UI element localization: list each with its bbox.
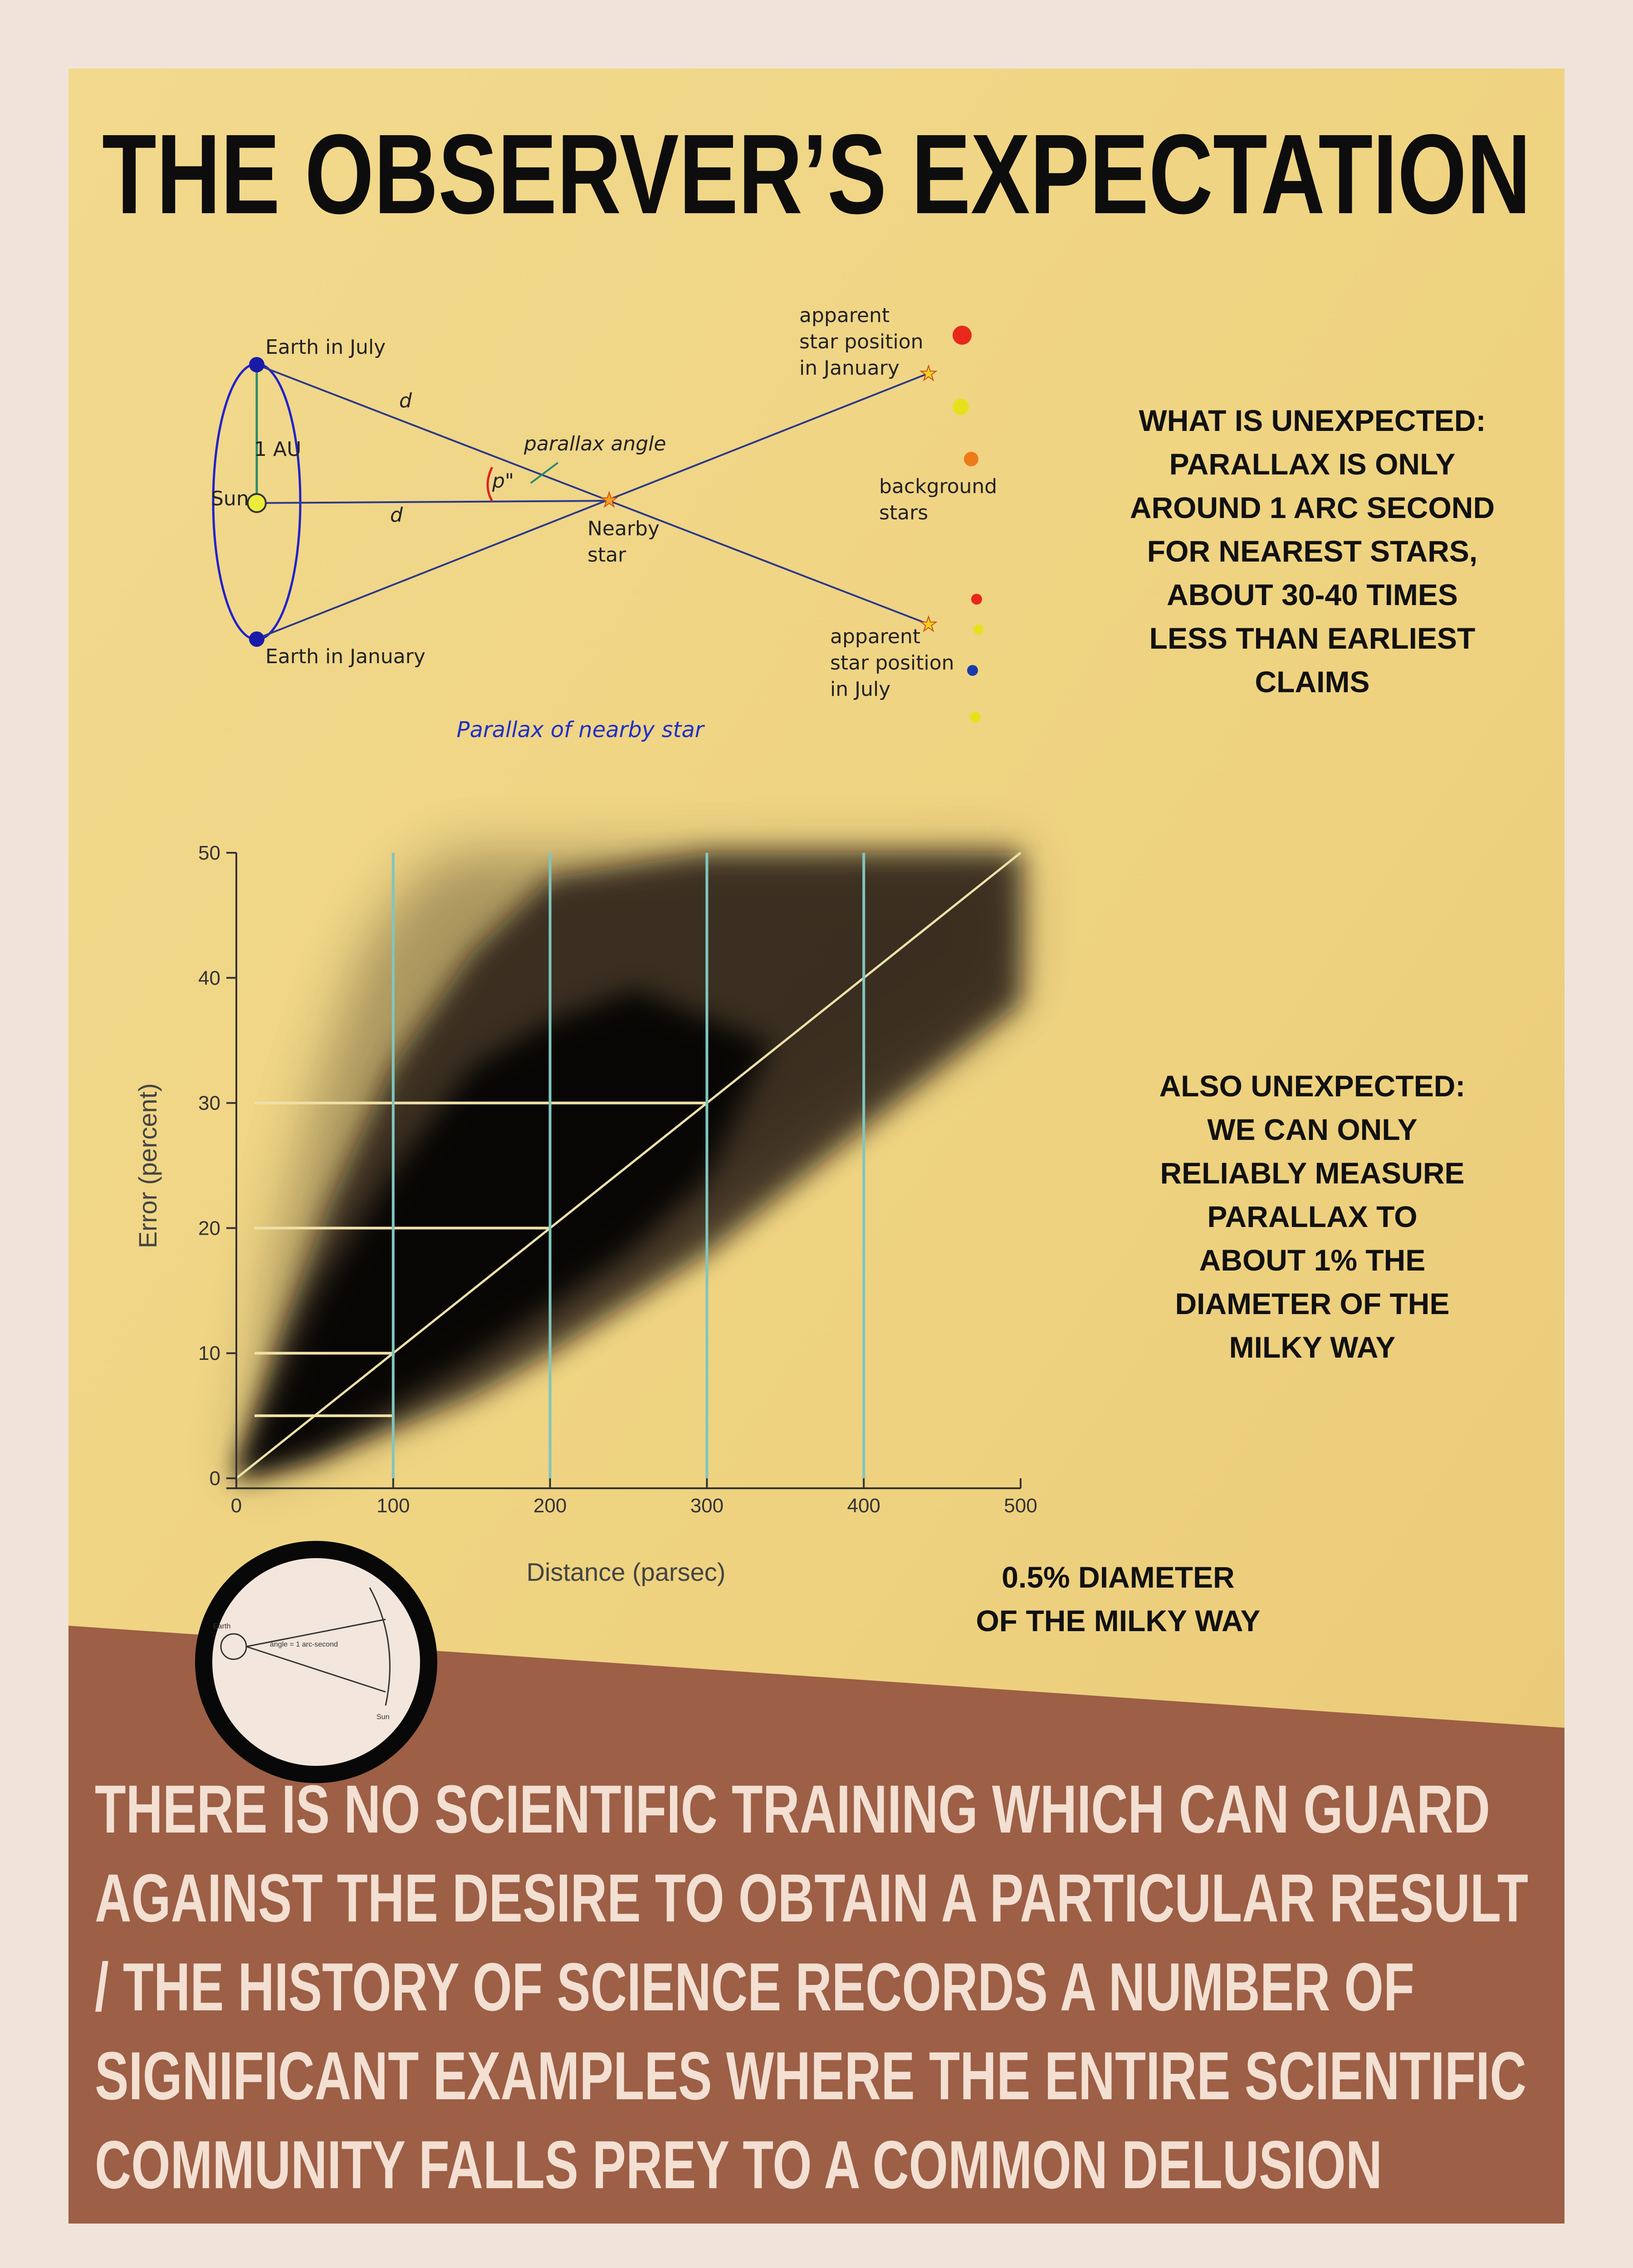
label: 1 AU — [254, 438, 301, 461]
svg-text:★: ★ — [919, 613, 937, 635]
label: in July — [830, 678, 890, 701]
label: d — [390, 503, 403, 527]
y-tick-label: 20 — [198, 1217, 220, 1239]
x-tick-label: 400 — [847, 1495, 880, 1517]
label: / THE HISTORY OF SCIENCE RECORDS A NUMBE… — [95, 1949, 1414, 2025]
label: RELIABLY MEASURE — [1160, 1156, 1464, 1190]
reference-line — [235, 852, 1022, 1479]
x-tick-label: 100 — [376, 1495, 410, 1517]
label: p" — [492, 469, 514, 493]
label: Earth in July — [265, 336, 386, 359]
label: star position — [830, 651, 954, 675]
x-tick-label: 500 — [1004, 1495, 1037, 1517]
label: DIAMETER OF THE — [1175, 1287, 1450, 1320]
label: 0.5% DIAMETER — [1002, 1560, 1234, 1594]
x-axis-label: Distance (parsec) — [527, 1558, 726, 1586]
x-tick-label: 0 — [231, 1495, 242, 1517]
title: THE OBSERVER’S EXPECTATION — [102, 111, 1531, 237]
label: PARALLAX TO — [1207, 1200, 1417, 1233]
label: Sun — [211, 487, 249, 510]
label: FOR NEAREST STARS, — [1147, 534, 1477, 568]
label: WHAT IS UNEXPECTED: — [1139, 404, 1486, 437]
inset-label: Sun — [376, 1713, 389, 1721]
label: AROUND 1 ARC SECOND — [1130, 491, 1495, 524]
label: apparent — [799, 304, 890, 327]
brown-band — [68, 1626, 1565, 2224]
y-tick-label: 0 — [210, 1467, 220, 1490]
quote: THERE IS NO SCIENTIFIC TRAINING WHICH CA… — [95, 1771, 1528, 2203]
x-tick-label: 200 — [533, 1495, 567, 1517]
y-tick-label: 40 — [198, 967, 220, 989]
label: Earth in January — [265, 645, 425, 668]
label: apparent — [830, 625, 920, 648]
label: stars — [879, 501, 928, 524]
label: ALSO UNEXPECTED: — [1159, 1069, 1466, 1103]
label: CLAIMS — [1255, 665, 1370, 699]
label: parallax angle — [523, 432, 666, 455]
x-tick-label: 300 — [690, 1495, 724, 1517]
label: star — [587, 543, 626, 567]
y-tick-label: 30 — [198, 1092, 220, 1114]
y-tick-label: 50 — [198, 842, 220, 864]
y-axis-label: Error (percent) — [133, 1083, 162, 1248]
label: d — [399, 389, 412, 412]
label: MILKY WAY — [1229, 1330, 1396, 1364]
y-tick-label: 10 — [198, 1342, 220, 1364]
svg-text:★: ★ — [919, 362, 937, 385]
label: AGAINST THE DESIRE TO OBTAIN A PARTICULA… — [95, 1860, 1528, 1936]
label: background — [879, 475, 997, 498]
label: Nearby — [587, 517, 660, 540]
inset: Earth angle = 1 arc-second Sun — [195, 1541, 437, 1783]
label: COMMUNITY FALLS PREY TO A COMMON DELUSIO… — [95, 2126, 1382, 2203]
label: ABOUT 1% THE — [1199, 1243, 1426, 1277]
parallax-diagram: ★ ★ ★ — [212, 326, 983, 723]
label: ABOUT 30-40 TIMES — [1167, 578, 1458, 611]
label: SIGNIFICANT EXAMPLES WHERE THE ENTIRE SC… — [95, 2038, 1526, 2114]
note: ALSO UNEXPECTED: WE CAN ONLY RELIABLY MEAS… — [1159, 1069, 1466, 1364]
label: PARALLAX IS ONLY — [1169, 447, 1456, 481]
label: star position — [799, 330, 924, 353]
caption: Parallax of nearby star — [457, 717, 705, 743]
label: WE CAN ONLY — [1207, 1113, 1417, 1146]
inset-label: angle = 1 arc-second — [270, 1641, 338, 1648]
inset-label: Earth — [213, 1623, 230, 1630]
label: in January — [799, 357, 900, 380]
label: OF THE MILKY WAY — [976, 1604, 1260, 1637]
chart: 0 100 200 300 400 500 0 10 20 30 40 50 — [198, 842, 1037, 1517]
note: WHAT IS UNEXPECTED: PARALLAX IS ONLY AROUN… — [1130, 404, 1495, 699]
svg-text:★: ★ — [600, 489, 618, 511]
note: 0.5% DIAMETER OF THE MILKY WAY — [976, 1560, 1260, 1637]
label: LESS THAN EARLIEST — [1149, 621, 1476, 655]
label: THERE IS NO SCIENTIFIC TRAINING WHICH CA… — [95, 1771, 1490, 1847]
